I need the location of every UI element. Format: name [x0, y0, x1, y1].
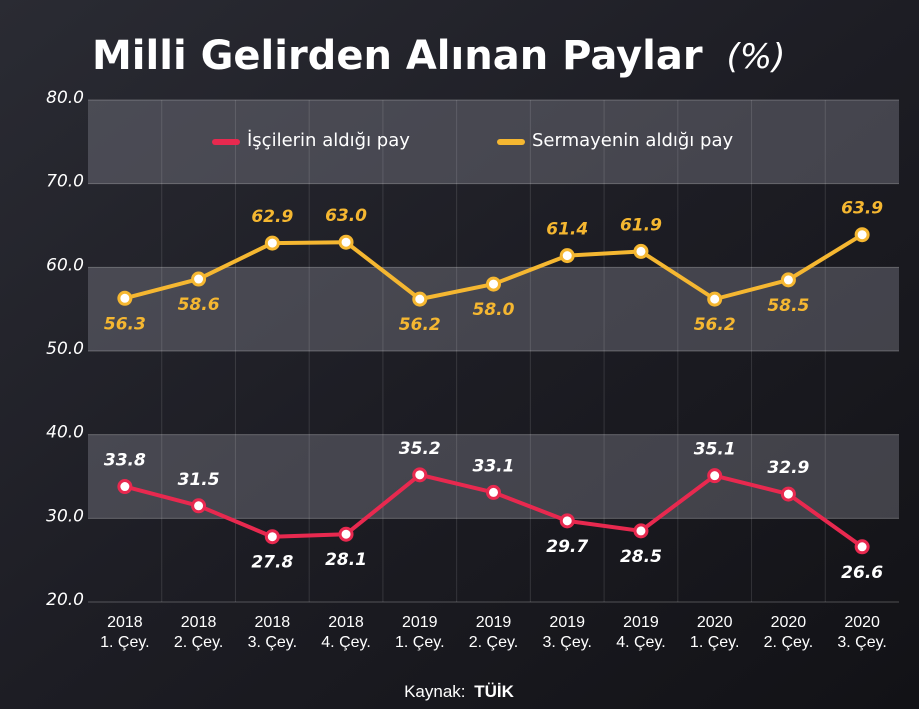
point — [488, 486, 500, 498]
x-tick-label: 4. Çey. — [616, 634, 666, 651]
value-label: 61.9 — [620, 215, 662, 235]
value-label: 61.4 — [546, 220, 588, 240]
x-tick-label: 2018 — [328, 614, 364, 631]
x-tick-label: 4. Çey. — [321, 634, 371, 651]
value-label: 62.9 — [251, 207, 293, 227]
point — [266, 237, 278, 249]
x-tick-label: 2019 — [549, 614, 585, 631]
value-label: 33.1 — [473, 456, 515, 476]
y-tick-label: 50.0 — [46, 339, 84, 359]
point — [193, 273, 205, 285]
point — [709, 470, 721, 482]
y-tick-label: 60.0 — [46, 255, 84, 275]
value-label: 29.7 — [546, 537, 588, 557]
x-tick-label: 3. Çey. — [837, 634, 887, 651]
point — [561, 250, 573, 262]
y-tick-label: 40.0 — [46, 423, 84, 443]
point — [119, 292, 131, 304]
value-label: 56.2 — [399, 315, 441, 335]
title-unit: (%) — [727, 37, 786, 77]
title-main: Milli Gelirden Alınan Paylar — [92, 33, 703, 79]
x-tick-label: 3. Çey. — [248, 634, 298, 651]
x-tick-label: 2018 — [181, 614, 217, 631]
y-tick-label: 30.0 — [46, 506, 84, 526]
point — [266, 531, 278, 543]
value-label: 28.1 — [325, 550, 367, 570]
x-tick-label: 2019 — [623, 614, 659, 631]
point — [709, 293, 721, 305]
x-tick-label: 2019 — [402, 614, 438, 631]
value-label: 31.5 — [178, 470, 220, 490]
x-tick-label: 3. Çey. — [542, 634, 592, 651]
value-label: 32.9 — [767, 458, 809, 478]
point — [193, 500, 205, 512]
point — [782, 488, 794, 500]
value-label: 58.0 — [473, 300, 515, 320]
point — [488, 278, 500, 290]
value-label: 63.9 — [841, 199, 883, 219]
value-label: 58.5 — [767, 296, 809, 316]
chart: Milli Gelirden Alınan Paylar (%) Kaynak:… — [0, 0, 919, 709]
point — [856, 229, 868, 241]
point — [782, 274, 794, 286]
point — [119, 481, 131, 493]
source: Kaynak: TÜİK — [404, 682, 515, 701]
point — [635, 525, 647, 537]
value-label: 58.6 — [178, 295, 220, 315]
x-tick-label: 2020 — [844, 614, 880, 631]
grid-band — [88, 100, 899, 184]
x-tick-label: 2019 — [476, 614, 512, 631]
value-label: 63.0 — [325, 206, 367, 226]
y-tick-label: 80.0 — [46, 88, 84, 108]
point — [635, 245, 647, 257]
value-label: 27.8 — [251, 553, 293, 573]
value-label: 28.5 — [620, 547, 662, 567]
value-label: 26.6 — [841, 563, 883, 583]
point — [561, 515, 573, 527]
value-label: 35.2 — [399, 439, 441, 459]
x-tick-label: 1. Çey. — [395, 634, 445, 651]
x-tick-label: 2020 — [697, 614, 733, 631]
value-label: 56.3 — [104, 314, 146, 334]
legend-label: İşçilerin aldığı pay — [247, 130, 410, 151]
value-label: 33.8 — [104, 451, 146, 471]
x-tick-label: 2018 — [255, 614, 291, 631]
legend-label: Sermayenin aldığı pay — [532, 130, 733, 151]
x-tick-label: 2018 — [107, 614, 143, 631]
x-tick-label: 1. Çey. — [100, 634, 150, 651]
point — [340, 236, 352, 248]
x-tick-label: 2020 — [771, 614, 807, 631]
value-label: 35.1 — [694, 440, 736, 460]
x-tick-label: 2. Çey. — [469, 634, 519, 651]
x-tick-label: 2. Çey. — [764, 634, 814, 651]
source-label: Kaynak: — [404, 682, 465, 701]
point — [856, 541, 868, 553]
y-tick-label: 20.0 — [46, 590, 84, 610]
y-tick-label: 70.0 — [46, 172, 84, 192]
source-name: TÜİK — [474, 682, 514, 701]
x-tick-label: 1. Çey. — [690, 634, 740, 651]
point — [414, 469, 426, 481]
value-label: 56.2 — [694, 315, 736, 335]
x-tick-label: 2. Çey. — [174, 634, 224, 651]
chart-title: Milli Gelirden Alınan Paylar (%) — [92, 33, 785, 79]
point — [340, 528, 352, 540]
point — [414, 293, 426, 305]
